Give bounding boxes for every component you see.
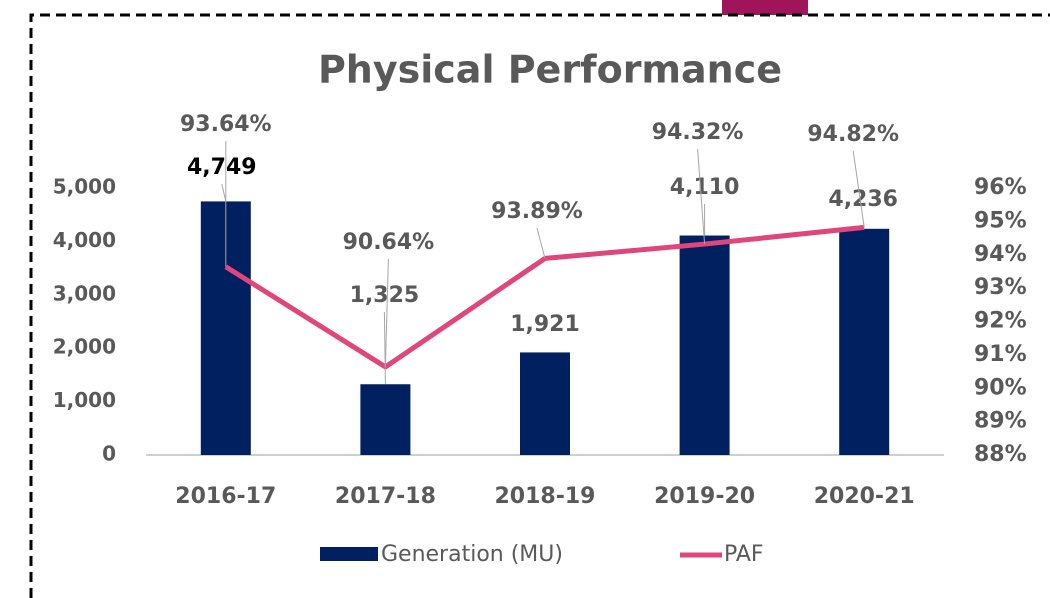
leader-line bbox=[221, 183, 227, 202]
y2-tick-label: 89% bbox=[974, 409, 1027, 434]
x-tick-label: 2019-20 bbox=[654, 484, 755, 509]
y2-tick-label: 95% bbox=[974, 208, 1027, 233]
data-label: 93.89% bbox=[491, 199, 583, 224]
data-label: 4,110 bbox=[670, 175, 740, 200]
legend-swatch bbox=[320, 547, 378, 561]
x-tick-label: 2017-18 bbox=[335, 484, 436, 509]
leader-line bbox=[852, 150, 865, 228]
legend-label: PAF bbox=[724, 542, 764, 567]
y-tick-label: 2,000 bbox=[53, 335, 116, 359]
data-label: 90.64% bbox=[343, 230, 435, 255]
y2-tick-label: 91% bbox=[974, 342, 1027, 367]
y-tick-label: 0 bbox=[102, 442, 116, 466]
data-label: 1,325 bbox=[350, 283, 420, 308]
data-label: 94.82% bbox=[807, 122, 899, 147]
bar bbox=[679, 235, 730, 455]
y-tick-label: 5,000 bbox=[53, 175, 116, 199]
x-tick-label: 2016-17 bbox=[175, 484, 276, 509]
y2-tick-label: 88% bbox=[974, 442, 1027, 467]
y-tick-label: 4,000 bbox=[53, 228, 116, 252]
line bbox=[224, 224, 865, 370]
dashed-frame bbox=[29, 13, 1050, 598]
leader-line bbox=[697, 148, 706, 245]
y2-tick-label: 90% bbox=[974, 375, 1027, 400]
tab-decoration bbox=[722, 0, 808, 15]
legend-label: Generation (MU) bbox=[381, 542, 563, 567]
data-label: 94.32% bbox=[652, 120, 744, 145]
y-tick-label: 3,000 bbox=[53, 281, 116, 305]
y-tick-label: 1,000 bbox=[53, 388, 116, 412]
data-label: 1,921 bbox=[510, 312, 580, 337]
bar bbox=[360, 384, 411, 455]
x-tick-label: 2018-19 bbox=[495, 484, 596, 509]
x-tick-label: 2020-21 bbox=[814, 484, 915, 509]
bar bbox=[520, 352, 570, 455]
y2-tick-label: 92% bbox=[974, 309, 1027, 334]
leader-line bbox=[383, 311, 386, 385]
data-label: 4,236 bbox=[828, 187, 898, 212]
leader-line bbox=[536, 227, 546, 259]
y2-tick-label: 94% bbox=[974, 242, 1027, 267]
bar bbox=[839, 228, 890, 455]
leader-line bbox=[384, 258, 389, 367]
y2-tick-label: 96% bbox=[974, 175, 1027, 200]
data-label: 93.64% bbox=[180, 112, 272, 137]
data-label: 4,749 bbox=[187, 155, 257, 180]
y2-tick-label: 93% bbox=[974, 275, 1027, 300]
chart-title: Physical Performance bbox=[318, 48, 782, 92]
